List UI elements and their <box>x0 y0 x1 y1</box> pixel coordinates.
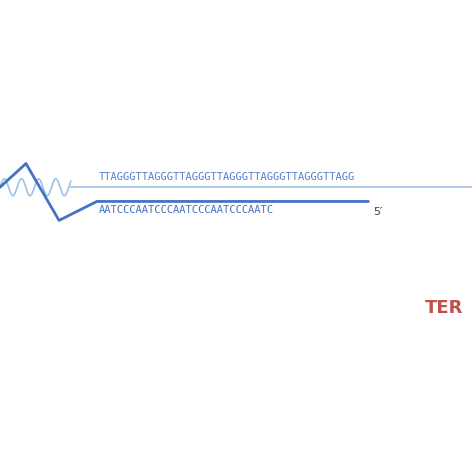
Text: 5′: 5′ <box>373 207 383 217</box>
Text: TTAGGGTTAGGGTTAGGGTTAGGGTTAGGGTTAGGGTTAGG: TTAGGGTTAGGGTTAGGGTTAGGGTTAGGGTTAGGGTTAG… <box>99 172 356 182</box>
Text: TER: TER <box>425 299 464 317</box>
Text: AATCCCAATCCCAATCCCAATCCCAATC: AATCCCAATCCCAATCCCAATCCCAATC <box>99 205 274 215</box>
